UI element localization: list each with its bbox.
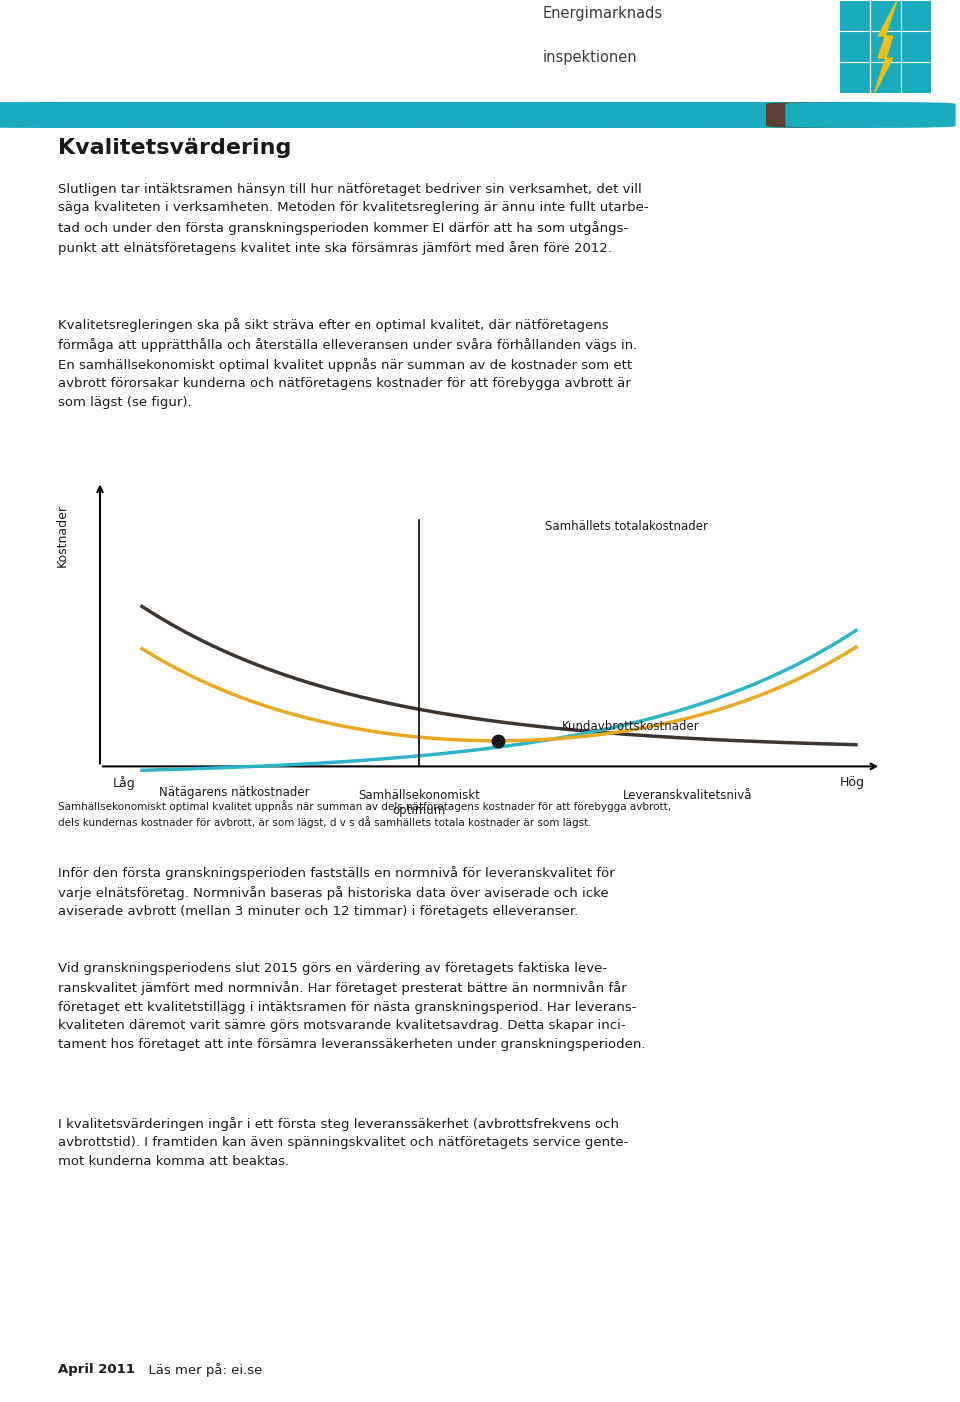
FancyBboxPatch shape <box>593 102 707 128</box>
FancyBboxPatch shape <box>209 102 323 128</box>
FancyBboxPatch shape <box>56 102 169 128</box>
FancyBboxPatch shape <box>267 102 380 128</box>
FancyBboxPatch shape <box>555 102 668 128</box>
FancyBboxPatch shape <box>0 102 92 128</box>
Text: Låg: Låg <box>112 775 135 789</box>
FancyBboxPatch shape <box>651 102 764 128</box>
Text: Nätägarens nätkostnader: Nätägarens nätkostnader <box>158 785 309 799</box>
Text: Kundavbrottskostnader: Kundavbrottskostnader <box>562 719 700 732</box>
FancyBboxPatch shape <box>843 102 956 128</box>
FancyBboxPatch shape <box>478 102 590 128</box>
FancyBboxPatch shape <box>228 102 342 128</box>
FancyBboxPatch shape <box>459 102 572 128</box>
FancyBboxPatch shape <box>0 102 73 128</box>
FancyBboxPatch shape <box>612 102 726 128</box>
FancyBboxPatch shape <box>248 102 361 128</box>
Text: I kvalitetsvärderingen ingår i ett första steg leveranssäkerhet (avbrottsfrekven: I kvalitetsvärderingen ingår i ett först… <box>58 1117 629 1168</box>
Text: inspektionen: inspektionen <box>542 50 637 66</box>
Polygon shape <box>875 1 897 93</box>
FancyBboxPatch shape <box>75 102 188 128</box>
Text: April 2011: April 2011 <box>58 1364 134 1377</box>
Text: Samhällets totalakostnader: Samhällets totalakostnader <box>545 520 708 533</box>
FancyBboxPatch shape <box>497 102 611 128</box>
FancyBboxPatch shape <box>420 102 534 128</box>
FancyBboxPatch shape <box>132 102 246 128</box>
FancyBboxPatch shape <box>516 102 630 128</box>
Text: Samhällsekonomiskt optimal kvalitet uppnås när summan av dels nätföretagens kost: Samhällsekonomiskt optimal kvalitet uppn… <box>58 801 671 829</box>
Text: Slutligen tar intäktsramen hänsyn till hur nätföretaget bedriver sin verksamhet,: Slutligen tar intäktsramen hänsyn till h… <box>58 184 649 255</box>
FancyBboxPatch shape <box>305 102 419 128</box>
FancyBboxPatch shape <box>17 102 131 128</box>
Text: Kvalitetsvärdering: Kvalitetsvärdering <box>58 137 292 158</box>
FancyBboxPatch shape <box>632 102 745 128</box>
FancyBboxPatch shape <box>574 102 687 128</box>
FancyBboxPatch shape <box>286 102 399 128</box>
FancyBboxPatch shape <box>113 102 227 128</box>
Text: Läs mer på: ei.se: Läs mer på: ei.se <box>140 1363 263 1377</box>
FancyBboxPatch shape <box>670 102 783 128</box>
FancyBboxPatch shape <box>766 102 879 128</box>
FancyBboxPatch shape <box>190 102 303 128</box>
FancyBboxPatch shape <box>382 102 495 128</box>
Text: Leveranskvalitetsnivå: Leveranskvalitetsnivå <box>623 789 753 802</box>
Text: Samhällsekonomiskt
optimum: Samhällsekonomiskt optimum <box>358 789 480 817</box>
FancyBboxPatch shape <box>728 102 841 128</box>
FancyBboxPatch shape <box>171 102 284 128</box>
FancyBboxPatch shape <box>804 102 917 128</box>
FancyBboxPatch shape <box>401 102 515 128</box>
FancyBboxPatch shape <box>324 102 438 128</box>
FancyBboxPatch shape <box>708 102 822 128</box>
Text: Kostnader: Kostnader <box>56 503 69 566</box>
FancyBboxPatch shape <box>536 102 649 128</box>
FancyBboxPatch shape <box>785 102 899 128</box>
FancyBboxPatch shape <box>440 102 553 128</box>
FancyBboxPatch shape <box>0 102 111 128</box>
Text: Energimarknads: Energimarknads <box>542 6 662 21</box>
FancyBboxPatch shape <box>689 102 803 128</box>
FancyBboxPatch shape <box>747 102 860 128</box>
FancyBboxPatch shape <box>344 102 457 128</box>
FancyBboxPatch shape <box>152 102 265 128</box>
FancyBboxPatch shape <box>94 102 207 128</box>
Text: Hög: Hög <box>839 775 864 789</box>
FancyBboxPatch shape <box>824 102 937 128</box>
Text: Kvalitetsregleringen ska på sikt sträva efter en optimal kvalitet, där nätföreta: Kvalitetsregleringen ska på sikt sträva … <box>58 318 637 409</box>
FancyBboxPatch shape <box>363 102 476 128</box>
FancyBboxPatch shape <box>36 102 150 128</box>
Text: Inför den första granskningsperioden fastställs en normnivå för leveranskvalitet: Inför den första granskningsperioden fas… <box>58 866 614 918</box>
Text: Vid granskningsperiodens slut 2015 görs en värdering av företagets faktiska leve: Vid granskningsperiodens slut 2015 görs … <box>58 962 645 1050</box>
